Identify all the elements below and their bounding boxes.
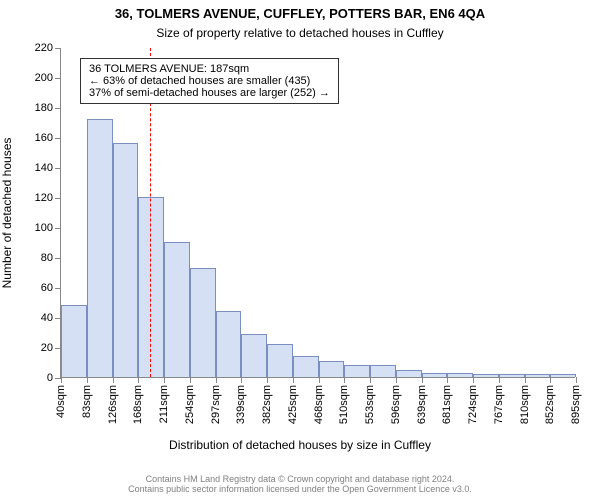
histogram-bar [87,119,113,377]
x-tick [164,377,165,383]
y-tick-label: 140 [35,162,53,174]
x-tick [319,377,320,383]
y-tick [55,78,61,79]
footer-attribution: Contains HM Land Registry data © Crown c… [0,474,600,494]
y-tick [55,138,61,139]
x-tick-label: 468sqm [313,385,325,424]
y-tick-label: 60 [41,282,53,294]
x-tick [499,377,500,383]
chart-title-desc: Size of property relative to detached ho… [0,26,600,40]
histogram-bar [550,374,576,377]
histogram-bar [138,197,164,377]
annotation-line2: ← 63% of detached houses are smaller (43… [89,75,330,87]
y-tick [55,288,61,289]
y-tick-label: 200 [35,72,53,84]
y-tick-label: 220 [35,42,53,54]
x-tick [138,377,139,383]
x-tick-label: 767sqm [493,385,505,424]
x-tick-label: 168sqm [132,385,144,424]
x-tick [61,377,62,383]
x-tick-label: 852sqm [544,385,556,424]
x-tick [344,377,345,383]
y-tick-label: 0 [47,372,53,384]
histogram-bar [241,334,267,378]
y-tick [55,48,61,49]
x-tick-label: 211sqm [158,385,170,423]
y-tick-label: 100 [35,222,53,234]
histogram-bar [447,373,473,378]
x-tick [473,377,474,383]
y-tick-label: 20 [41,342,53,354]
histogram-bar [525,374,551,377]
histogram-bar [422,373,448,378]
histogram-bar [370,365,396,377]
x-tick-label: 553sqm [364,385,376,424]
histogram-bar [396,370,422,378]
histogram-bar [473,374,499,377]
footer-line1: Contains HM Land Registry data © Crown c… [0,474,600,484]
x-tick-label: 510sqm [338,385,350,424]
y-tick [55,228,61,229]
chart-title-address: 36, TOLMERS AVENUE, CUFFLEY, POTTERS BAR… [0,6,600,21]
x-tick-label: 895sqm [570,385,582,424]
histogram-bar [267,344,293,377]
histogram-bar [61,305,87,377]
x-tick-label: 382sqm [261,385,273,424]
y-tick [55,168,61,169]
x-tick [267,377,268,383]
annotation-callout: 36 TOLMERS AVENUE: 187sqm ← 63% of detac… [80,58,339,104]
y-tick-label: 80 [41,252,53,264]
histogram-bar [216,311,242,377]
x-tick [447,377,448,383]
x-tick-label: 297sqm [210,385,222,424]
x-tick [370,377,371,383]
x-tick [293,377,294,383]
x-axis-label: Distribution of detached houses by size … [0,438,600,452]
histogram-bar [190,268,216,378]
footer-line2: Contains public sector information licen… [0,484,600,494]
x-tick-label: 83sqm [81,385,93,418]
x-tick-label: 339sqm [235,385,247,424]
x-tick [216,377,217,383]
x-tick-label: 254sqm [184,385,196,424]
x-tick-label: 596sqm [390,385,402,424]
histogram-bar [344,365,370,377]
annotation-line1: 36 TOLMERS AVENUE: 187sqm [89,63,330,75]
x-tick [190,377,191,383]
x-tick-label: 639sqm [416,385,428,424]
x-tick-label: 40sqm [55,385,67,418]
histogram-bar [113,143,139,377]
y-axis-label: Number of detached houses [0,138,14,289]
y-tick [55,198,61,199]
x-tick [113,377,114,383]
y-tick-label: 180 [35,102,53,114]
x-tick-label: 126sqm [107,385,119,424]
x-tick-label: 724sqm [467,385,479,424]
x-tick [422,377,423,383]
x-tick [87,377,88,383]
x-tick [396,377,397,383]
histogram-bar [164,242,190,377]
x-tick [576,377,577,383]
histogram-bar [319,361,345,378]
x-tick-label: 810sqm [519,385,531,424]
histogram-bar [499,374,525,377]
x-tick [525,377,526,383]
y-tick-label: 40 [41,312,53,324]
x-tick-label: 425sqm [287,385,299,424]
annotation-line3: 37% of semi-detached houses are larger (… [89,87,330,99]
x-tick [241,377,242,383]
y-tick-label: 160 [35,132,53,144]
histogram-bar [293,356,319,377]
y-tick [55,258,61,259]
x-tick-label: 681sqm [441,385,453,424]
y-tick [55,108,61,109]
x-tick [550,377,551,383]
y-tick-label: 120 [35,192,53,204]
